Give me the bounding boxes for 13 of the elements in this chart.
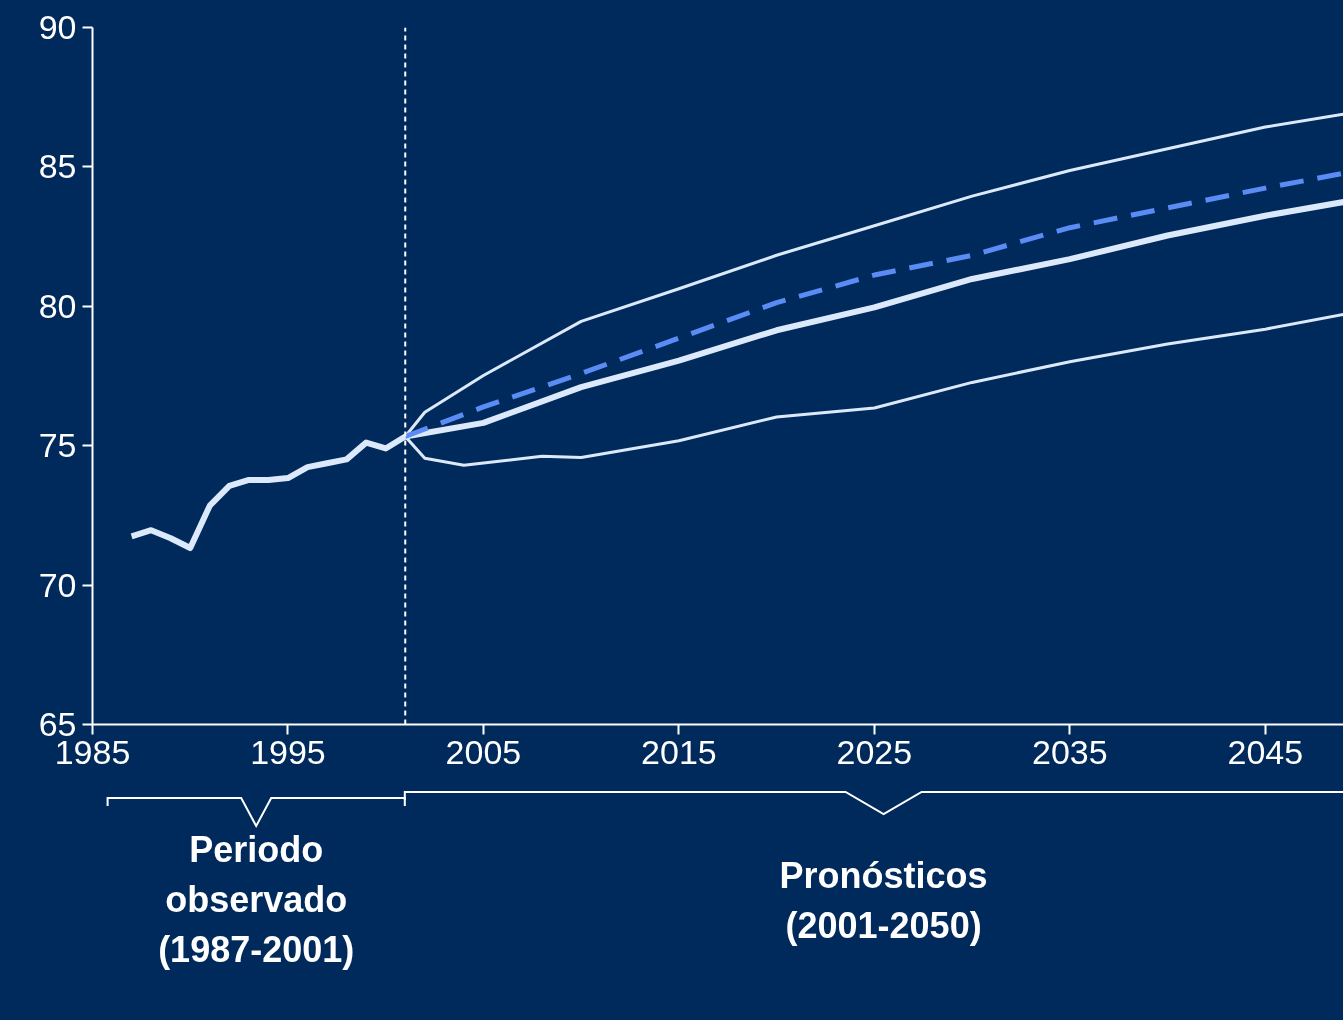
annotation: Pronósticos (2001-2050) xyxy=(779,855,988,946)
x-tick-label: 2025 xyxy=(836,732,913,771)
annotation: Periodo observado (1987-2001) xyxy=(158,829,355,970)
x-tick-label: 1995 xyxy=(250,732,326,771)
x-tick-label: 2005 xyxy=(445,732,522,771)
y-tick-label: 85 xyxy=(38,147,77,186)
y-tick-label: 70 xyxy=(38,565,77,604)
x-tick-label: 2015 xyxy=(641,732,717,771)
y-tick-label: 80 xyxy=(38,286,77,325)
x-tick-label: 2035 xyxy=(1032,732,1108,771)
y-tick-label: 90 xyxy=(38,8,77,46)
x-tick-label: 2045 xyxy=(1227,732,1304,771)
y-tick-label: 75 xyxy=(38,426,77,465)
